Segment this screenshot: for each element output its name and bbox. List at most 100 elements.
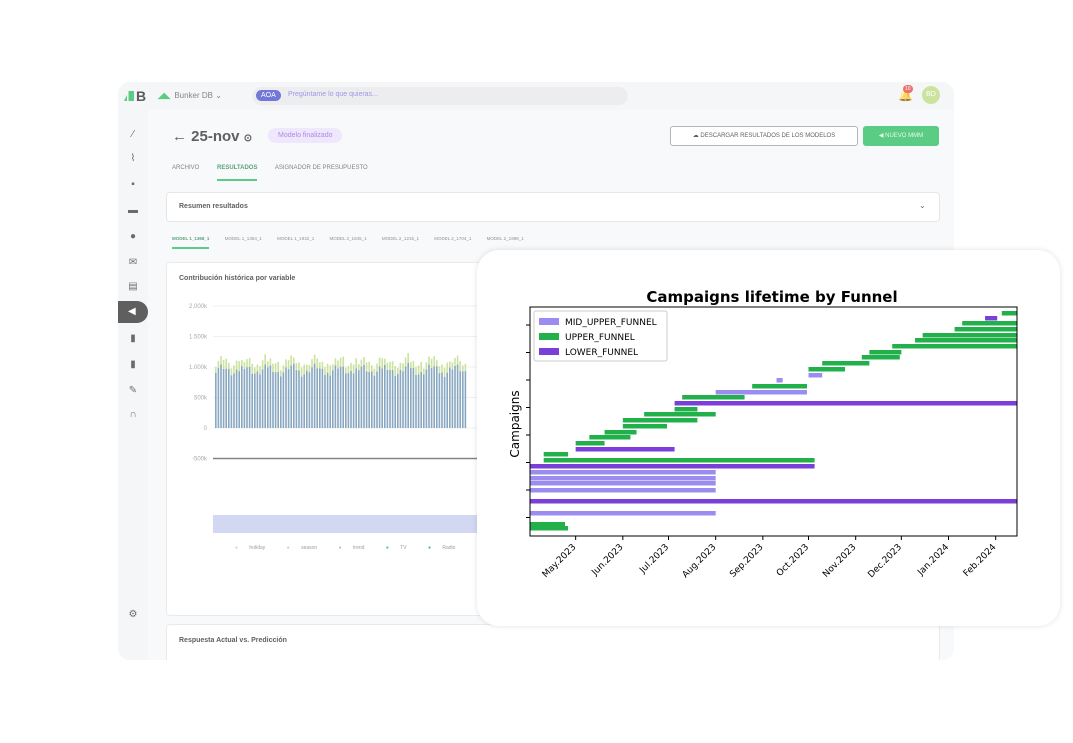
grid-icon[interactable]: ▪ [131,179,135,190]
tab-model-7[interactable]: MODEL 2_1998_1 [486,236,524,241]
tab-model-1[interactable]: MODEL 1_1368_1 [172,236,210,249]
notifications-bell-icon[interactable]: 🔔 10 [898,85,913,102]
contribution-bar-top [261,360,264,370]
contribution-bar [399,369,402,428]
contribution-bar [241,366,243,428]
tab-resultados[interactable]: RESULTADOS [217,165,258,181]
legend-season[interactable]: ● season [287,545,328,551]
contribution-bar [290,365,292,428]
tab-model-5[interactable]: MODEL 2_1215_1 [381,236,419,241]
contribution-bar-top [235,360,238,370]
contribution-bar [220,364,222,428]
contribution-bar-top [410,362,412,369]
contribution-bar [243,369,246,428]
response-title: Respuesta Actual vs. Predicción [179,637,287,644]
tab-model-4[interactable]: MODEL 2_1845_1 [329,236,367,241]
contribution-bar-top [293,357,295,364]
contribution-bar [464,370,467,428]
tab-model-2[interactable]: MODEL 1_1364_1 [224,236,262,241]
contribution-bar [326,372,329,428]
contribution-bar [363,364,365,428]
contribution-bar-top [238,361,240,372]
contribution-bar [248,366,251,428]
contribution-bar-top [415,366,417,375]
contribution-bar [417,374,420,428]
contribution-bar-top [241,360,243,367]
file-icon[interactable]: ▮ [130,359,136,370]
y-axis-label: Campaigns [508,390,522,457]
campaign-bar-upper-funnel [682,395,745,400]
contribution-bar-top [371,365,373,372]
contribution-bar [238,371,240,428]
contribution-bar-top [308,365,311,373]
contribution-bar [308,372,311,428]
document-icon[interactable]: ▮ [130,333,136,344]
tab-asignador[interactable]: ASIGNADOR DE PRESUPUESTO [274,165,368,171]
contribution-bar-top [438,366,441,374]
contribution-bar-top [243,362,246,370]
settings-icon[interactable]: ⚙ [128,609,138,620]
download-results-button[interactable]: ☁ DESCARGAR RESULTADOS DE LOS MODELOS [670,126,858,146]
plot-frame [529,306,1018,537]
range-slider[interactable] [213,515,513,533]
folder-icon[interactable]: ▬ [128,205,138,216]
legend-trend[interactable]: ● trend [339,545,375,551]
app-logo[interactable]: B [124,88,146,104]
legend-holiday[interactable]: ● holiday [235,545,275,551]
campaign-bar-upper-funnel [575,441,605,446]
contribution-bar [264,364,266,428]
legend-label: Radio [442,545,456,551]
workspace-selector[interactable]: ◢◣ Bunker DB ⌄ [158,91,222,100]
cloud-download-icon: ☁ [692,133,699,139]
legend-label: UPPER_FUNNEL [565,333,635,343]
contribution-bar-top [259,366,261,375]
chevron-down-icon[interactable]: ⌄ [919,201,926,210]
contribution-bar-top [446,362,448,373]
x-tick-label: Sep.2023 [728,542,765,579]
new-mmm-button[interactable]: ◀ NUEVO MMM [863,126,939,146]
contribution-bar-top [352,364,355,374]
contribution-bar [456,364,459,428]
contribution-bar-top [272,363,274,372]
avatar[interactable]: BD [922,86,940,104]
contribution-bar [430,367,433,428]
tools-icon[interactable]: ✎ [128,385,138,396]
contribution-bar-top [381,358,383,369]
tab-model-3[interactable]: MODEL 1_1932_1 [277,236,315,241]
back-arrow-icon[interactable]: ← [172,128,187,145]
contribution-bar [397,373,399,428]
legend-swatch [539,348,559,355]
table-icon[interactable]: ▤ [128,281,138,292]
mail-icon[interactable]: ✉ [128,257,138,268]
dot-icon: ● [427,545,431,551]
contribution-bar [222,368,225,428]
contribution-bar-top [389,361,391,370]
chart-icon[interactable]: ⌇ [130,153,136,164]
ask-bar[interactable]: AOA Pregúntame lo que quieras... [252,87,628,105]
contribution-bar [443,376,446,428]
legend-radio[interactable]: ● Radio [428,545,466,551]
sidebar-item-campaigns[interactable]: ◀ [118,301,148,323]
contribution-bar [347,373,350,428]
contribution-bar-top [256,364,259,372]
info-icon[interactable]: ⊙ [243,133,253,144]
campaign-bar-upper-funnel [622,424,667,429]
contribution-bar [451,369,454,428]
contribution-bar-top [404,357,407,367]
tab-model-6[interactable]: MODEL 2_1704_1 [434,236,472,241]
headset-icon[interactable]: ∩ [129,409,137,420]
contribution-bar [295,370,298,428]
legend-tv[interactable]: ● TV [386,545,417,551]
contribution-bar-top [407,353,409,364]
contribution-bar-top [412,360,415,368]
campaign-bar-lower-funnel [530,499,1017,504]
users-icon[interactable]: ● [129,231,137,242]
legend-label: MID_UPPER_FUNNEL [565,318,657,328]
magic-wand-icon[interactable]: ⁄ [132,129,134,140]
contribution-bar [373,375,376,428]
summary-accordion[interactable]: Resumen resultados ⌄ [166,192,940,222]
contribution-bar-top [368,361,370,372]
contribution-bar [339,366,342,428]
x-tick-label: Feb.2024 [962,542,999,579]
tab-archivo[interactable]: ARCHIVO [172,165,200,171]
